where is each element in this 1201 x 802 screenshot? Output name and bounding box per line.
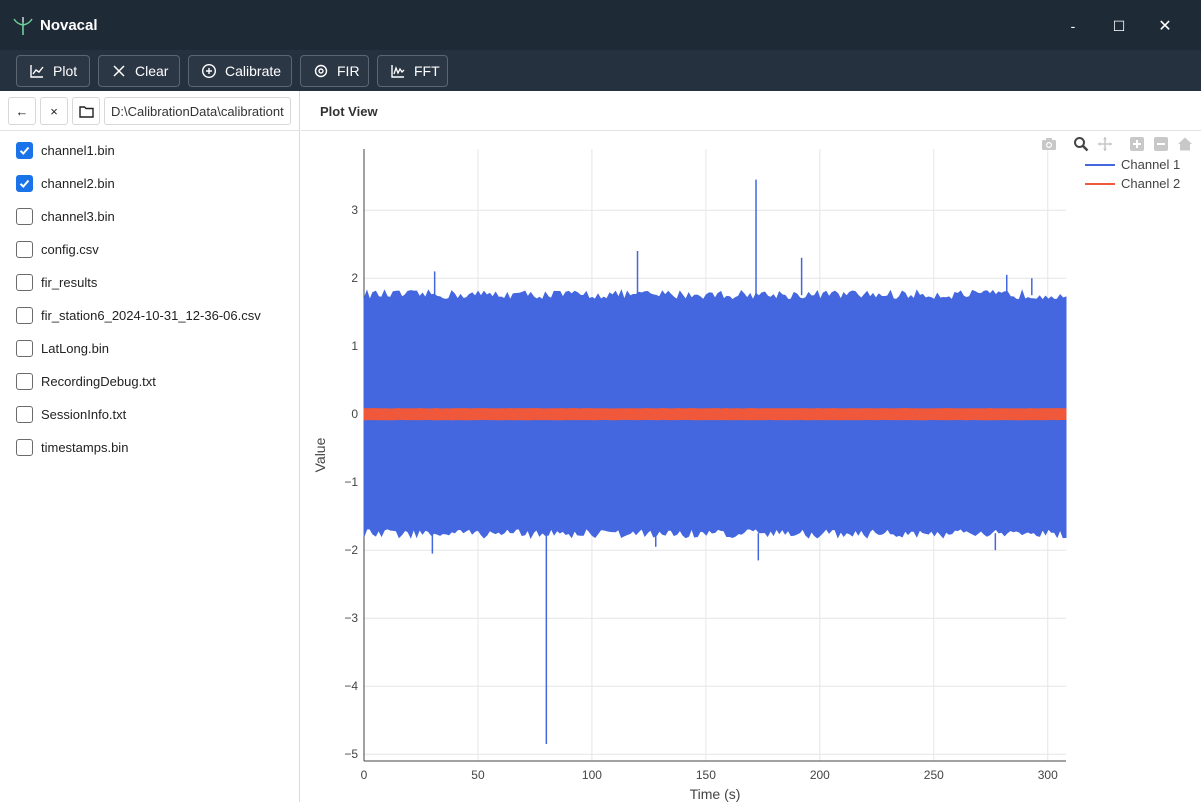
file-list-item[interactable]: timestamps.bin [16, 436, 128, 458]
file-checkbox[interactable] [16, 339, 33, 357]
series-2-trace [363, 408, 1067, 421]
plot-header: Plot View [301, 91, 1201, 131]
file-name: fir_results [41, 274, 98, 290]
y-tick-label: −1 [344, 475, 358, 489]
file-name: channel2.bin [41, 175, 115, 191]
x-tick-label: 0 [361, 768, 368, 782]
file-list-item[interactable]: channel1.bin [16, 139, 115, 161]
legend-label[interactable]: Channel 2 [1121, 176, 1180, 191]
plot-view-title: Plot View [320, 104, 378, 119]
app-title: Novacal [40, 17, 98, 34]
file-checkbox[interactable] [16, 273, 33, 291]
x-axis-title: Time (s) [690, 786, 741, 802]
zoom-in-icon[interactable] [1129, 136, 1145, 152]
file-browser-panel: ← × channel1.bin channel2.bin channel3.bin… [0, 91, 300, 802]
file-list-item[interactable]: channel3.bin [16, 205, 115, 227]
file-name: SessionInfo.txt [41, 406, 127, 422]
zoom-icon[interactable] [1073, 136, 1089, 152]
y-tick-label: 2 [351, 271, 358, 285]
file-checkbox[interactable] [16, 141, 33, 159]
pan-icon[interactable] [1097, 136, 1113, 152]
close-icon: × [50, 103, 58, 119]
y-tick-label: −5 [344, 747, 358, 761]
file-checkbox[interactable] [16, 207, 33, 225]
zoom-out-icon[interactable] [1153, 136, 1169, 152]
y-tick-label: −2 [344, 543, 358, 557]
y-tick-label: 3 [351, 203, 358, 217]
file-list-item[interactable]: SessionInfo.txt [16, 403, 126, 425]
clear-button-label: Clear [135, 63, 169, 79]
file-name: channel1.bin [41, 142, 115, 158]
x-tick-label: 200 [810, 768, 830, 782]
file-name: RecordingDebug.txt [41, 373, 156, 389]
file-name: config.csv [41, 241, 99, 257]
fft-button[interactable]: FFT [377, 55, 448, 87]
back-button[interactable]: ← [8, 97, 36, 125]
file-name: channel3.bin [41, 208, 115, 224]
clear-button[interactable]: Clear [98, 55, 180, 87]
file-list-item[interactable]: channel2.bin [16, 172, 115, 194]
spectrum-icon [391, 65, 405, 78]
x-tick-label: 300 [1038, 768, 1058, 782]
close-icon [113, 65, 125, 77]
fir-button-label: FIR [337, 63, 360, 79]
file-list-item[interactable]: fir_results [16, 271, 97, 293]
file-checkbox[interactable] [16, 372, 33, 390]
file-list-item[interactable]: config.csv [16, 238, 99, 260]
x-tick-label: 50 [471, 768, 485, 782]
x-tick-label: 250 [924, 768, 944, 782]
file-checkbox[interactable] [16, 306, 33, 324]
maximize-button[interactable]: ☐ [1112, 17, 1126, 34]
file-name: timestamps.bin [41, 439, 129, 455]
y-tick-label: 1 [351, 339, 358, 353]
y-axis-title: Value [312, 437, 328, 472]
y-tick-label: −4 [344, 679, 358, 693]
minimize-button[interactable]: ‐ [1070, 18, 1076, 34]
folder-icon [78, 105, 94, 118]
camera-icon[interactable] [1041, 136, 1057, 152]
file-checkbox[interactable] [16, 438, 33, 456]
y-tick-label: −3 [344, 611, 358, 625]
browse-folder-button[interactable] [72, 97, 100, 125]
file-list-item[interactable]: LatLong.bin [16, 337, 109, 359]
file-checkbox[interactable] [16, 240, 33, 258]
file-name: LatLong.bin [41, 340, 109, 356]
calibrate-button[interactable]: Calibrate [188, 55, 292, 87]
fft-button-label: FFT [414, 63, 440, 79]
plus-circle-icon [201, 63, 217, 79]
file-checkbox[interactable] [16, 174, 33, 192]
calibrate-button-label: Calibrate [225, 63, 282, 79]
path-navigator: ← × [0, 91, 299, 131]
clear-path-button[interactable]: × [40, 97, 68, 125]
sprout-icon [13, 17, 33, 35]
target-icon [314, 64, 328, 78]
close-window-button[interactable]: ✕ [1158, 18, 1172, 35]
plot-button-label: Plot [53, 63, 78, 79]
file-name: fir_station6_2024-10-31_12-36-06.csv [41, 307, 261, 323]
x-tick-label: 100 [582, 768, 602, 782]
x-tick-label: 150 [696, 768, 716, 782]
file-list-item[interactable]: RecordingDebug.txt [16, 370, 156, 392]
file-checkbox[interactable] [16, 405, 33, 423]
path-input[interactable] [104, 97, 291, 125]
file-list-item[interactable]: fir_station6_2024-10-31_12-36-06.csv [16, 304, 261, 326]
toolbar: Plot Clear Calibrate FIR FFT [0, 50, 1201, 91]
back-arrow-icon: ← [15, 103, 29, 119]
signal-plot[interactable]: 0 50 100 150 200 250 300 3 2 1 0 −1 −2 −3 −4 −5 Time (s)… [301, 131, 1201, 802]
plot-button[interactable]: Plot [16, 55, 90, 87]
checkmark-icon [19, 179, 30, 188]
title-bar: Novacal ‐ ☐ ✕ [0, 0, 1201, 50]
checkmark-icon [19, 146, 30, 155]
line-chart-icon [30, 65, 44, 78]
home-icon[interactable] [1177, 136, 1193, 152]
y-tick-label: 0 [351, 407, 358, 421]
fir-button[interactable]: FIR [300, 55, 369, 87]
legend-label[interactable]: Channel 1 [1121, 157, 1180, 172]
plot-panel: Plot View 0 50 100 150 200 250 300 3 2 1 0 −1 −2 −3 −4… [301, 91, 1201, 802]
